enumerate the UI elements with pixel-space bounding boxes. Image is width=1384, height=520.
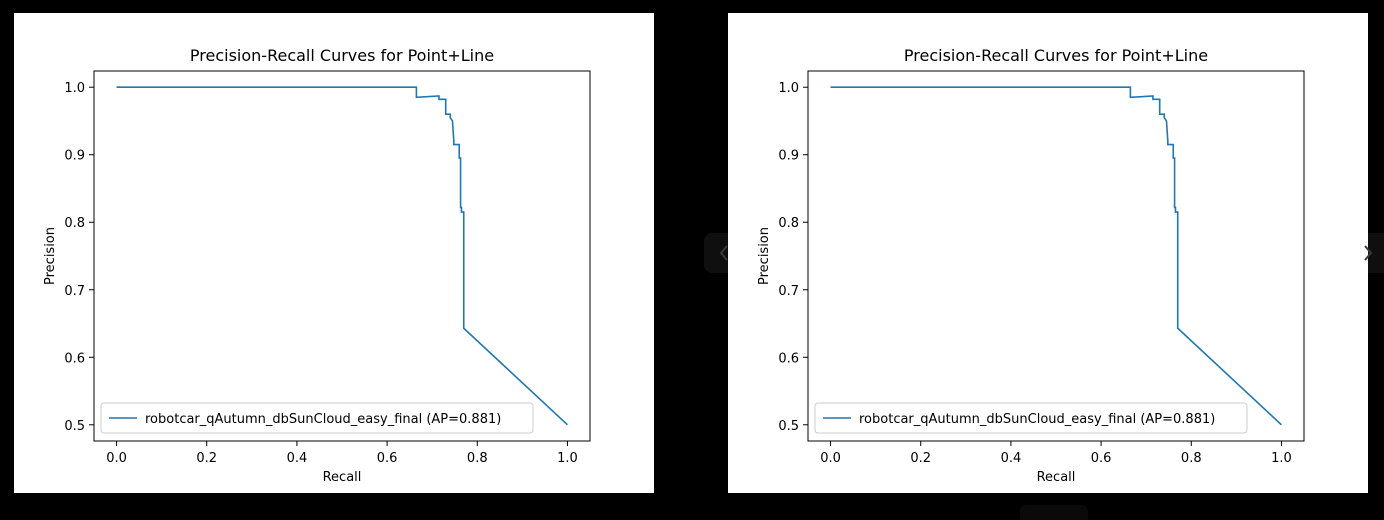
y-tick-label: 0.6 <box>778 351 799 366</box>
y-tick-label: 0.7 <box>64 284 85 299</box>
chart-title: Precision-Recall Curves for Point+Line <box>904 46 1208 65</box>
x-tick-label: 1.0 <box>1271 451 1292 466</box>
x-axis-label: Recall <box>323 470 362 485</box>
pr-chart-right: Precision-Recall Curves for Point+Line 0.… <box>757 46 1305 485</box>
x-tick-label: 0.6 <box>1091 451 1112 466</box>
y-tick-label: 0.9 <box>64 149 85 164</box>
y-axis-label: Precision <box>757 227 772 285</box>
x-tick-label: 0.6 <box>377 451 398 466</box>
x-tick-label: 0.4 <box>287 451 308 466</box>
x-tick-label: 0.8 <box>1181 451 1202 466</box>
pr-chart-left: Precision-Recall Curves for Point+Line 0.… <box>43 46 591 485</box>
series-line <box>116 86 568 426</box>
y-tick-label: 0.5 <box>64 419 85 434</box>
next-image-button[interactable] <box>1351 233 1384 273</box>
legend-box <box>814 402 1248 434</box>
x-tick-label: 0.0 <box>106 451 127 466</box>
legend-box <box>100 402 534 434</box>
pagination-tab[interactable] <box>1020 505 1088 520</box>
chevron-right-icon <box>1363 245 1372 261</box>
x-tick-label: 0.0 <box>820 451 841 466</box>
chart-panel-left: Precision-Recall Curves for Point+Line 0.… <box>14 13 654 493</box>
y-tick-label: 0.5 <box>778 419 799 434</box>
chevron-left-icon <box>719 245 728 261</box>
legend-label: robotcar_qAutumn_dbSunCloud_easy_final (… <box>859 412 1215 427</box>
x-axis-label: Recall <box>1037 470 1076 485</box>
y-tick-label: 0.9 <box>778 149 799 164</box>
chart-title: Precision-Recall Curves for Point+Line <box>190 46 494 65</box>
x-tick-label: 1.0 <box>557 451 578 466</box>
y-tick-label: 0.8 <box>778 216 799 231</box>
y-tick-label: 0.7 <box>778 284 799 299</box>
x-tick-label: 0.2 <box>196 451 217 466</box>
y-tick-label: 0.8 <box>64 216 85 231</box>
plot-frame <box>93 70 591 442</box>
y-axis-label: Precision <box>43 227 58 285</box>
x-tick-label: 0.2 <box>910 451 931 466</box>
y-tick-label: 0.6 <box>64 351 85 366</box>
legend-label: robotcar_qAutumn_dbSunCloud_easy_final (… <box>145 412 501 427</box>
y-tick-label: 1.0 <box>64 81 85 96</box>
y-tick-label: 1.0 <box>778 81 799 96</box>
plot-frame <box>807 70 1305 442</box>
previous-image-button[interactable] <box>704 233 744 273</box>
chart-panel-right: Precision-Recall Curves for Point+Line 0.… <box>728 13 1368 493</box>
x-tick-label: 0.4 <box>1001 451 1022 466</box>
series-line <box>830 86 1282 426</box>
x-tick-label: 0.8 <box>467 451 488 466</box>
